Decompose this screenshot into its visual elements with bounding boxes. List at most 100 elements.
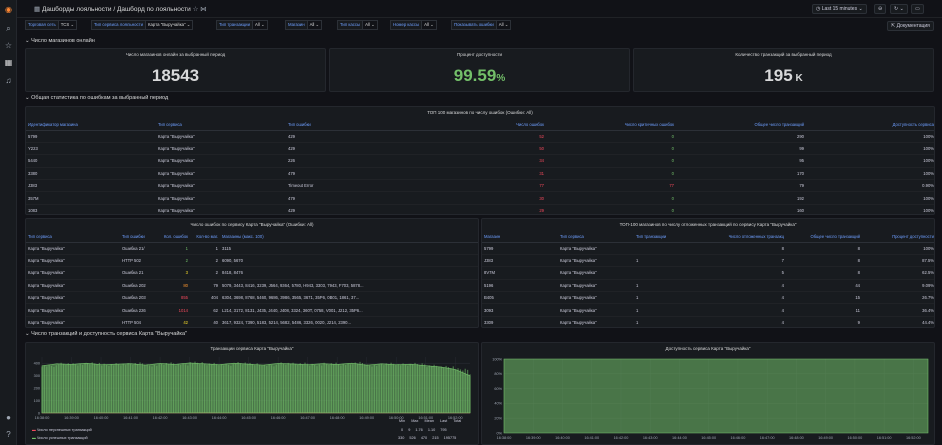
var-value[interactable]: All ⌄ xyxy=(307,20,323,30)
row-header-stores[interactable]: ⌄ Число магазинов онлайн xyxy=(25,38,95,44)
table-row[interactable]: 3309 Карта "Выручайка" 1 4 9 44.4% xyxy=(482,316,934,327)
panel-title: ТОП-100 магазинов по числу отложенных тр… xyxy=(619,222,797,227)
table-cell: 4 xyxy=(710,291,786,305)
column-header[interactable]: Тип транзакции xyxy=(634,232,710,243)
alert-bell-icon[interactable]: ♫ xyxy=(5,76,12,85)
var-value[interactable]: All ⌄ xyxy=(363,20,378,30)
dashboards-icon[interactable]: ▦ xyxy=(4,58,13,67)
table-row[interactable]: Карта "Выручайка" Ошибка 21 3 2 8418, 8476 xyxy=(26,266,478,280)
var-value[interactable]: Карта "Выручайка" ⌄ xyxy=(146,20,194,30)
stat-unit: K xyxy=(793,73,802,84)
column-header[interactable]: Процент доступности xyxy=(862,232,934,243)
column-header[interactable]: Тип ошибки xyxy=(120,232,160,243)
avatar[interactable]: ● xyxy=(6,413,11,422)
table-cell: 30 xyxy=(416,191,546,205)
breadcrumb-parent[interactable]: Дашборды лояльности xyxy=(41,6,112,13)
var-store[interactable]: Магазин All ⌄ xyxy=(285,20,323,30)
table-row[interactable]: Карта "Выручайка" Ошибка 203 855 404 6304, 3… xyxy=(26,291,478,305)
table-cell: 0 xyxy=(546,191,676,205)
var-register-type[interactable]: Тип кассы All ⌄ xyxy=(337,20,378,30)
table-cell: 3093 xyxy=(482,303,558,317)
x-tick-label: 16:39:00 xyxy=(526,436,541,440)
grafana-logo-icon[interactable]: ◉ xyxy=(5,5,12,14)
star-dashboard-icon[interactable]: ☆ xyxy=(192,6,201,13)
table-row[interactable]: 5196 Карта "Выручайка" 1 4 44 9.09% xyxy=(482,279,934,293)
x-tick-label: 16:40:00 xyxy=(555,436,570,440)
column-header[interactable]: Магазин xyxy=(482,232,558,243)
table-row[interactable]: 3093 Карта "Выручайка" 1 4 11 36.4% xyxy=(482,303,934,317)
row-header-transactions[interactable]: ⌄ Число транзакций и доступность сервиса… xyxy=(25,331,187,337)
refresh-button[interactable]: ↻ ⌄ xyxy=(890,4,908,14)
column-header[interactable]: Доступность сервиса xyxy=(806,120,934,131)
table-cell: 8 xyxy=(786,266,862,280)
column-header[interactable]: Число критичных ошибок xyxy=(546,120,676,131)
table-cell: 479 xyxy=(286,167,416,181)
column-header[interactable]: Число ошибок xyxy=(416,120,546,131)
table-row[interactable]: B405 Карта "Выручайка" 1 4 15 26.7% xyxy=(482,291,934,305)
table-row[interactable]: 5799 Карта "Выручайка" 8 8 100% xyxy=(482,242,934,255)
column-header[interactable]: Кол. ошибок xyxy=(160,232,190,243)
table-row[interactable]: Карта "Выручайка" HTTP 502 2 2 6090, 5670 xyxy=(26,254,478,268)
var-service-type[interactable]: Тип сервиса лояльности Карта "Выручайка" … xyxy=(91,20,194,30)
legend-item-success[interactable]: ▬ Число успешных транзакций xyxy=(32,436,88,440)
table-cell: Ошибка 203 xyxy=(120,291,160,305)
legend-stats-failed: 0 9 1.76 1.10 795 xyxy=(401,428,447,432)
tv-mode-button[interactable]: ▭ xyxy=(911,4,924,14)
x-tick-label: 16:44:00 xyxy=(672,436,687,440)
table-cell: Y223 xyxy=(26,142,156,156)
var-show-errors[interactable]: Показывать ошибки All ⌄ xyxy=(451,20,512,30)
var-value[interactable]: All ⌄ xyxy=(422,20,437,30)
column-header[interactable]: Идентификатор магазина xyxy=(26,120,156,131)
table-row[interactable]: 5440 Карта "Выручайка" 226 34 0 95 100% xyxy=(26,154,934,168)
column-header[interactable]: Тип сервиса xyxy=(26,232,120,243)
table-row[interactable]: 8V7M Карта "Выручайка" 5 8 62.5% xyxy=(482,266,934,280)
var-label: Тип кассы xyxy=(337,20,364,30)
table-cell: 44 xyxy=(786,279,862,293)
panel-title: Транзакции сервиса Карта "Выручайка" xyxy=(210,346,294,351)
table-cell: 3617, 9324, 7390, 5183, 5214, 5682, 5486… xyxy=(220,316,478,327)
var-value[interactable]: All ⌄ xyxy=(252,20,268,30)
table-row[interactable]: J383 Карта "Выручайка" 1 7 8 87.5% xyxy=(482,254,934,268)
monitor-icon: ▭ xyxy=(915,6,920,12)
column-header[interactable]: Тип сервиса xyxy=(558,232,634,243)
table-row[interactable]: Карта "Выручайка" Ошибка 202 80 79 5079, 344… xyxy=(26,279,478,293)
time-range-picker[interactable]: ◷ Last 15 minutes ⌄ xyxy=(812,4,867,14)
table-cell: 95 xyxy=(676,154,806,168)
table-row[interactable]: 5799 Карта "Выручайка" 429 52 0 290 100% xyxy=(26,130,934,143)
column-header[interactable]: Число отложенных транзакц xyxy=(710,232,786,243)
series-area-0[interactable] xyxy=(503,358,929,434)
table-cell: Карта "Выручайка" xyxy=(558,254,634,268)
availability-chart[interactable]: 0% 20% 40% 60% 80% 100% 16:38:00 16:39:00 16:40:… xyxy=(482,353,935,445)
table-row[interactable]: J383 Карта "Выручайка" Timeout Error 77 77 79… xyxy=(26,179,934,193)
column-header[interactable]: Тип сервиса xyxy=(156,120,286,131)
table-row[interactable]: 3380 Карта "Выручайка" 479 31 0 170 100% xyxy=(26,167,934,181)
table-row[interactable]: Карта "Выручайка" Ошибка 21/1 1 3115 xyxy=(26,242,478,255)
table-cell: 0 xyxy=(546,204,676,214)
table-row[interactable]: Y223 Карта "Выручайка" 429 50 0 99 100% xyxy=(26,142,934,156)
var-value[interactable]: TCS ⌄ xyxy=(58,20,78,30)
column-header[interactable]: Общее число транзакций xyxy=(676,120,806,131)
column-header[interactable]: Кол-во маг. xyxy=(190,232,220,243)
var-transaction-type[interactable]: Тип транзакции All ⌄ xyxy=(216,20,268,30)
var-register-number[interactable]: Номер кассы All ⌄ xyxy=(390,20,437,30)
row-header-errors[interactable]: ⌄ Общая статистика по ошибкам за выбранн… xyxy=(25,95,168,101)
y-tick-label: 200 xyxy=(34,386,40,390)
column-header[interactable]: Тип ошибки xyxy=(286,120,416,131)
var-store-chain[interactable]: Торговая сеть TCS ⌄ xyxy=(25,20,78,30)
column-header[interactable]: Магазины (макс. 100) xyxy=(220,232,478,243)
share-icon[interactable]: ⋈ xyxy=(200,6,207,13)
legend-item-failed[interactable]: ▬ Число неуспешных транзакций xyxy=(32,428,92,432)
table-cell: 15 xyxy=(786,291,862,305)
docs-link[interactable]: ⇱ Документация xyxy=(887,21,934,31)
star-icon[interactable]: ☆ xyxy=(4,41,13,50)
var-value[interactable]: All ⌄ xyxy=(496,20,512,30)
table-row[interactable]: Карта "Выручайка" Ошибка 226 1014 62 L214, 3… xyxy=(26,303,478,317)
table-row[interactable]: 1083 Карта "Выручайка" 429 29 0 160 100% xyxy=(26,204,934,214)
transactions-chart[interactable]: 0 100 200 300 400 16:38:00 16:39:00 16:40:00 16:… xyxy=(26,353,479,427)
help-icon[interactable]: ? xyxy=(6,430,11,439)
column-header[interactable]: Общее число транзакций xyxy=(786,232,862,243)
zoom-out-button[interactable]: ⊖ xyxy=(874,4,887,14)
search-icon[interactable]: ⌕ xyxy=(6,24,11,33)
table-row[interactable]: Карта "Выручайка" HTTP 504 42 40 3617, 9324,… xyxy=(26,316,478,327)
table-row[interactable]: 357M Карта "Выручайка" 479 30 0 192 100% xyxy=(26,191,934,205)
